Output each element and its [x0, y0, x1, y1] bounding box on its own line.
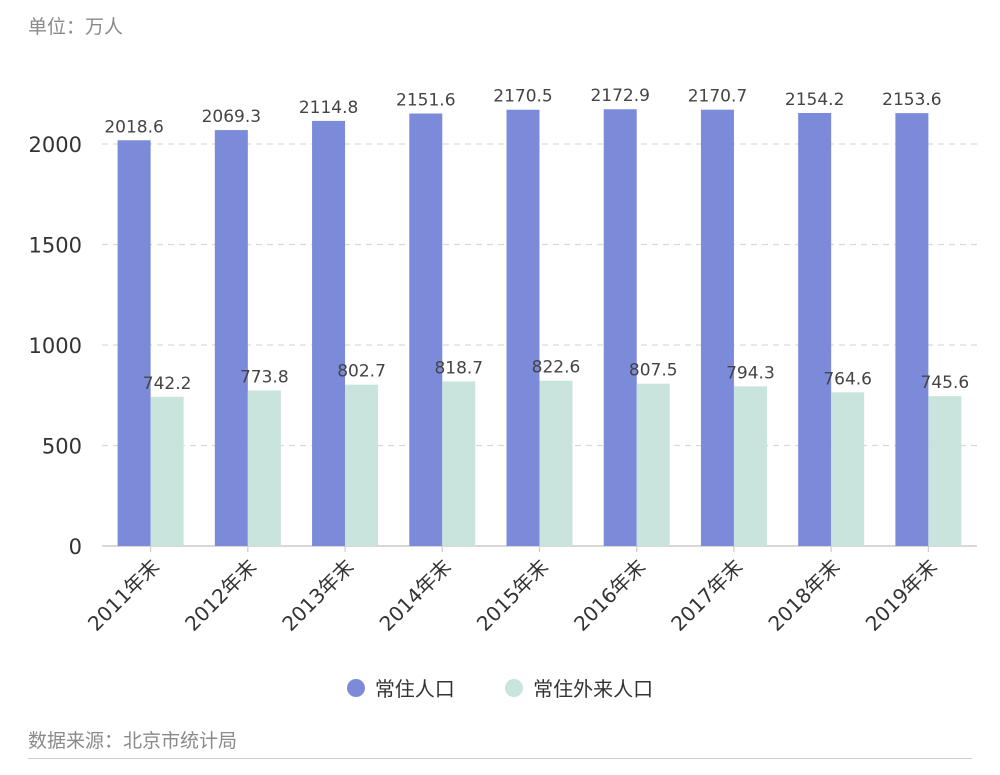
y-tick-label: 0	[69, 535, 82, 559]
x-tick-label: 2018年末	[763, 555, 844, 636]
legend-item-resident[interactable]: 常住人口	[346, 673, 455, 702]
x-tick-label: 2015年末	[472, 555, 553, 636]
data-label: 2069.3	[202, 107, 261, 127]
legend-dot-icon	[346, 678, 365, 697]
y-tick-label: 500	[42, 435, 82, 459]
legend-label: 常住外来人口	[533, 677, 654, 701]
x-tick-label: 2012年末	[180, 555, 261, 636]
bar-migrant[interactable]	[636, 383, 670, 546]
data-label: 822.6	[532, 358, 581, 378]
y-tick-label: 1500	[29, 234, 82, 258]
bar-migrant[interactable]	[150, 396, 184, 546]
y-tick-label: 1000	[29, 334, 82, 358]
data-label: 802.7	[337, 362, 386, 382]
bar-migrant[interactable]	[539, 380, 573, 546]
source-note: 数据来源：北京市统计局	[28, 730, 238, 752]
bar-migrant[interactable]	[831, 392, 865, 546]
x-tick-label: 2013年末	[277, 555, 358, 636]
legend-item-migrant[interactable]: 常住外来人口	[505, 673, 653, 702]
bar-resident[interactable]	[603, 109, 637, 546]
y-tick-label: 2000	[29, 133, 82, 157]
x-tick-label: 2017年末	[666, 555, 747, 636]
bar-migrant[interactable]	[733, 386, 767, 546]
x-tick-label: 2014年末	[375, 555, 456, 636]
data-label: 742.2	[143, 374, 192, 394]
x-tick-label: 2019年末	[861, 555, 942, 636]
x-tick-label: 2011年末	[83, 555, 164, 636]
divider	[28, 758, 972, 759]
bar-resident[interactable]	[506, 109, 540, 547]
bar-migrant[interactable]	[247, 390, 281, 546]
data-label: 2114.8	[299, 98, 358, 118]
data-label: 794.3	[726, 363, 775, 383]
bar-resident[interactable]	[895, 113, 929, 546]
data-label: 2151.6	[396, 91, 455, 111]
data-label: 745.6	[921, 373, 970, 393]
data-label: 2154.2	[785, 90, 844, 110]
data-label: 807.5	[629, 361, 678, 381]
bar-migrant[interactable]	[442, 381, 476, 546]
data-label: 818.7	[434, 358, 483, 378]
legend-dot-icon	[505, 678, 524, 697]
bar-migrant[interactable]	[928, 396, 962, 546]
data-label: 773.8	[240, 367, 289, 387]
x-axis-ticks: 2011年末 2012年末 2013年末 2014年末 2015年末 2016年末 2017…	[83, 546, 942, 636]
unit-label: 单位：万人	[28, 16, 124, 38]
bar-resident[interactable]	[312, 120, 346, 546]
bar-migrant[interactable]	[345, 384, 379, 546]
legend: 常住人口 常住外来人口	[0, 673, 1000, 702]
data-labels: 2018.6 742.2 2069.3 773.8 2114.8 802.7 2151.6 8…	[104, 86, 969, 394]
data-label: 2153.6	[882, 90, 941, 110]
data-label: 2170.7	[688, 87, 747, 107]
bar-resident[interactable]	[214, 130, 248, 547]
data-label: 2018.6	[104, 117, 163, 137]
bar-resident[interactable]	[798, 113, 832, 546]
bar-resident[interactable]	[117, 140, 151, 546]
bars	[117, 109, 962, 547]
data-label: 764.6	[823, 369, 872, 389]
bar-resident[interactable]	[700, 109, 734, 546]
legend-label: 常住人口	[374, 677, 455, 701]
x-tick-label: 2016年末	[569, 555, 650, 636]
bar-resident[interactable]	[409, 113, 443, 547]
data-label: 2172.9	[590, 86, 649, 106]
data-label: 2170.5	[493, 87, 552, 107]
y-axis-ticks: 0 500 1000 1500 2000	[29, 133, 82, 559]
